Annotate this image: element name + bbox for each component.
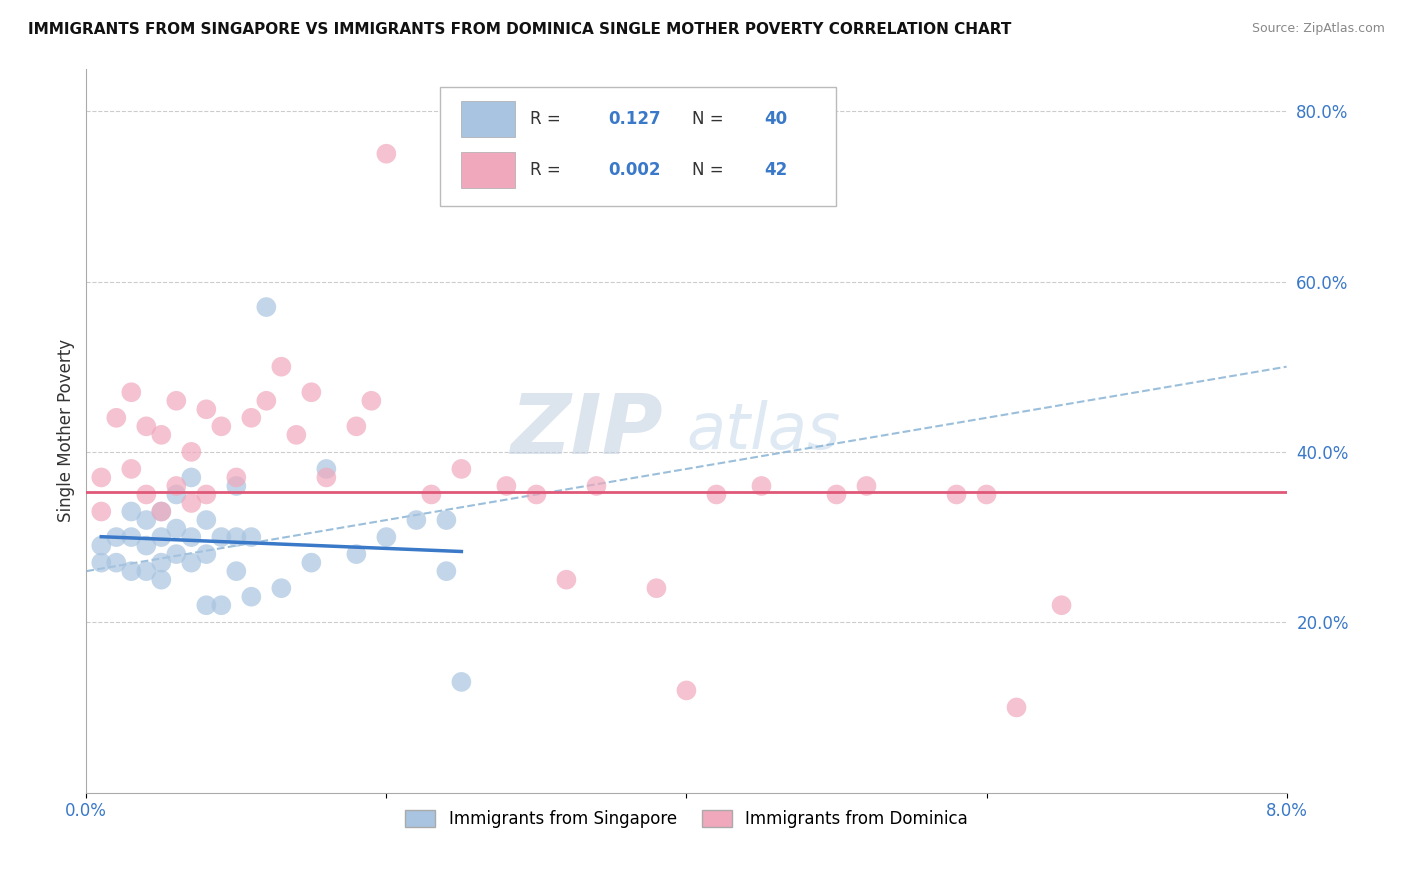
Point — [315, 470, 337, 484]
Point — [195, 487, 218, 501]
Point — [209, 599, 232, 613]
Point — [285, 427, 308, 442]
Point — [945, 487, 967, 501]
Point — [165, 487, 187, 501]
Point — [120, 385, 142, 400]
Point — [150, 530, 173, 544]
Point — [150, 556, 173, 570]
Text: ZIP: ZIP — [510, 390, 662, 471]
Point — [976, 487, 998, 501]
Point — [450, 462, 472, 476]
Point — [165, 547, 187, 561]
Point — [495, 479, 517, 493]
Point — [90, 470, 112, 484]
Point — [420, 487, 443, 501]
Point — [315, 462, 337, 476]
Point — [135, 487, 157, 501]
Point — [270, 581, 292, 595]
Point — [150, 427, 173, 442]
Text: N =: N = — [692, 161, 730, 179]
Text: 40: 40 — [765, 111, 787, 128]
Y-axis label: Single Mother Poverty: Single Mother Poverty — [58, 339, 75, 522]
Bar — [461, 152, 515, 188]
Point — [180, 530, 202, 544]
Point — [135, 419, 157, 434]
Point — [105, 410, 128, 425]
Point — [1050, 599, 1073, 613]
Point — [450, 674, 472, 689]
Point — [434, 564, 457, 578]
Point — [105, 530, 128, 544]
Text: IMMIGRANTS FROM SINGAPORE VS IMMIGRANTS FROM DOMINICA SINGLE MOTHER POVERTY CORR: IMMIGRANTS FROM SINGAPORE VS IMMIGRANTS … — [28, 22, 1011, 37]
Point — [270, 359, 292, 374]
Point — [675, 683, 697, 698]
Bar — [461, 101, 515, 137]
Text: R =: R = — [530, 111, 567, 128]
Text: 0.002: 0.002 — [609, 161, 661, 179]
Point — [225, 530, 247, 544]
Point — [344, 419, 367, 434]
Point — [195, 513, 218, 527]
Text: Source: ZipAtlas.com: Source: ZipAtlas.com — [1251, 22, 1385, 36]
Point — [240, 590, 263, 604]
Point — [344, 547, 367, 561]
Point — [375, 530, 398, 544]
Point — [706, 487, 728, 501]
Point — [195, 402, 218, 417]
Text: N =: N = — [692, 111, 730, 128]
Point — [180, 496, 202, 510]
Point — [360, 393, 382, 408]
Point — [165, 393, 187, 408]
Text: 0.127: 0.127 — [609, 111, 661, 128]
Point — [180, 445, 202, 459]
Point — [299, 556, 322, 570]
Point — [195, 599, 218, 613]
Point — [105, 556, 128, 570]
Legend: Immigrants from Singapore, Immigrants from Dominica: Immigrants from Singapore, Immigrants fr… — [398, 804, 974, 835]
Point — [855, 479, 877, 493]
Point — [150, 504, 173, 518]
Point — [90, 556, 112, 570]
Point — [135, 513, 157, 527]
Point — [555, 573, 578, 587]
Point — [825, 487, 848, 501]
Point — [225, 479, 247, 493]
Point — [375, 146, 398, 161]
Point — [299, 385, 322, 400]
Point — [1005, 700, 1028, 714]
Point — [225, 470, 247, 484]
Point — [254, 300, 277, 314]
Point — [165, 479, 187, 493]
Text: 42: 42 — [765, 161, 787, 179]
Point — [150, 504, 173, 518]
Point — [225, 564, 247, 578]
Point — [240, 410, 263, 425]
Point — [195, 547, 218, 561]
Point — [165, 522, 187, 536]
Point — [120, 530, 142, 544]
Point — [135, 539, 157, 553]
Text: atlas: atlas — [686, 400, 841, 461]
Point — [150, 573, 173, 587]
Point — [135, 564, 157, 578]
Point — [120, 564, 142, 578]
Point — [180, 556, 202, 570]
Point — [405, 513, 427, 527]
Point — [434, 513, 457, 527]
Point — [240, 530, 263, 544]
Point — [209, 530, 232, 544]
FancyBboxPatch shape — [440, 87, 837, 206]
Text: R =: R = — [530, 161, 567, 179]
Point — [209, 419, 232, 434]
Point — [585, 479, 607, 493]
Point — [90, 539, 112, 553]
Point — [120, 462, 142, 476]
Point — [254, 393, 277, 408]
Point — [90, 504, 112, 518]
Point — [180, 470, 202, 484]
Point — [120, 504, 142, 518]
Point — [751, 479, 773, 493]
Point — [526, 487, 548, 501]
Point — [645, 581, 668, 595]
